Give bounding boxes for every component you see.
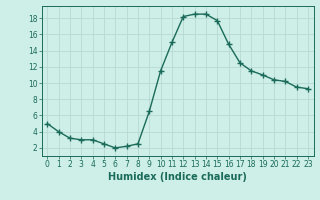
X-axis label: Humidex (Indice chaleur): Humidex (Indice chaleur) [108, 172, 247, 182]
